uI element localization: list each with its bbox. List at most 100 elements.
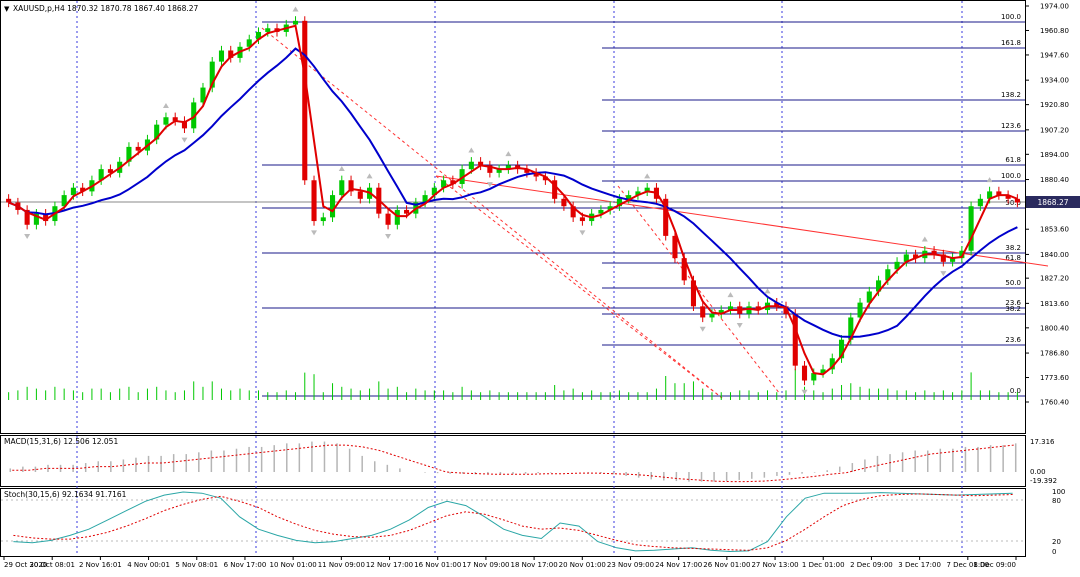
x-tick-label: 6 Nov 17:00: [224, 561, 267, 569]
candle-body: [913, 254, 919, 259]
candle-body: [43, 213, 49, 222]
fractal-up-icon: [505, 151, 512, 157]
candle-body: [24, 209, 30, 225]
x-tick-label: 20 Nov 01:00: [559, 561, 606, 569]
candle-body: [663, 198, 669, 236]
x-tick-label: 18 Nov 17:00: [510, 561, 557, 569]
fib-label: 38.2: [1005, 305, 1021, 313]
price-pane-frame: [0, 0, 1026, 434]
candle-body: [635, 191, 641, 196]
trendlines: [261, 27, 1049, 399]
candle-body: [950, 258, 956, 262]
candle-body: [866, 291, 872, 303]
y-tick-label: 1853.60: [1040, 226, 1069, 234]
stoch-label-100: 100: [1052, 488, 1065, 496]
candle-body: [385, 213, 391, 225]
x-tick-label: 1 Dec 01:00: [802, 561, 845, 569]
fractal-down-icon: [801, 389, 808, 395]
x-tick-label: 7 Dec 01:00: [946, 561, 989, 569]
y-tick-label: 1974.00: [1040, 3, 1069, 11]
fractal-down-icon: [181, 137, 188, 143]
candle-body: [681, 258, 687, 281]
candle-body: [746, 306, 752, 314]
candle-body: [607, 206, 613, 210]
x-tick-label: 10 Nov 01:00: [270, 561, 317, 569]
candle-body: [154, 124, 160, 140]
candle-body: [135, 146, 141, 151]
fib-label: 61.8: [1005, 156, 1021, 164]
macd-zero-label: 0.00: [1030, 468, 1046, 476]
candle-body: [561, 198, 567, 207]
fractal-down-icon: [736, 323, 743, 329]
fractal-up-icon: [338, 166, 345, 171]
x-tick-label: 2 Nov 16:01: [79, 561, 122, 569]
moving-average-slow: [8, 47, 1018, 338]
fib-label: 23.6: [1005, 299, 1021, 307]
price-pane-title: XAUUSD,p,H4 1870.32 1870.78 1867.40 1868…: [13, 4, 199, 13]
fractal-up-icon: [644, 173, 651, 179]
candle-body: [931, 250, 937, 255]
candle-body: [1005, 195, 1011, 199]
fib-label: 38.2: [1005, 244, 1021, 252]
fib-label: 161.8: [1001, 39, 1021, 47]
fractal-down-icon: [311, 230, 318, 236]
fibonacci-levels: [262, 21, 1025, 397]
candle-body: [320, 217, 326, 222]
y-tick-label: 1880.40: [1040, 176, 1069, 184]
candle-body: [700, 306, 706, 318]
candle-body: [672, 235, 678, 259]
fib-label: 50.0: [1005, 279, 1021, 287]
candle-body: [801, 365, 808, 381]
candle-body: [718, 310, 724, 314]
candle-body: [968, 206, 974, 251]
y-tick-label: 1894.00: [1040, 151, 1069, 159]
candle-body: [404, 209, 410, 214]
candle-body: [626, 195, 632, 199]
candle-body: [690, 280, 697, 307]
y-tick-label: 1800.40: [1040, 324, 1069, 332]
y-tick-label: 1760.40: [1040, 399, 1069, 407]
y-tick-label: 1813.60: [1040, 300, 1069, 308]
candle-body: [644, 187, 650, 192]
fib-label: 50.0: [1005, 199, 1021, 207]
fib-label: 100.0: [1001, 172, 1021, 180]
candle-body: [579, 217, 585, 222]
candle-body: [228, 50, 234, 58]
candle-body: [218, 50, 225, 62]
stoch-signal-line: [13, 493, 1013, 551]
fractal-up-icon: [986, 177, 993, 183]
fib-label: 123.6: [1001, 122, 1022, 130]
y-tick-label: 1934.00: [1040, 77, 1069, 85]
fractal-down-icon: [699, 326, 706, 332]
candle-body: [987, 191, 993, 199]
fractal-down-icon: [385, 234, 392, 240]
candle-body: [820, 369, 826, 374]
candle-body: [163, 117, 169, 125]
candle-body: [6, 198, 12, 203]
fib-label: 0.0: [1010, 387, 1021, 395]
candle-body: [811, 373, 817, 381]
stoch-main-line: [13, 491, 1013, 553]
candle-body: [422, 195, 428, 203]
collapse-arrow-icon[interactable]: ▼: [4, 5, 10, 13]
y-tick-label: 1786.80: [1040, 350, 1069, 358]
y-tick-label: 1907.20: [1040, 126, 1069, 134]
current-price-tag: 1868.27: [1026, 196, 1080, 208]
fractal-up-icon: [292, 6, 299, 12]
fib-label: 138.2: [1001, 91, 1021, 99]
candle-body: [126, 146, 132, 162]
candle-body: [80, 187, 86, 192]
x-tick-label: 3 Dec 17:00: [898, 561, 941, 569]
current-price-value: 1868.27: [1037, 198, 1068, 207]
candle-body: [357, 191, 363, 199]
candle-body: [181, 120, 188, 129]
fractal-up-icon: [468, 147, 475, 153]
stoch-label-20: 20: [1052, 538, 1061, 546]
x-tick-label: 8 Dec 09:00: [973, 561, 1016, 569]
x-tick-label: 4 Nov 00:01: [127, 561, 170, 569]
candle-body: [755, 306, 761, 311]
y-tick-label: 1920.80: [1040, 101, 1069, 109]
